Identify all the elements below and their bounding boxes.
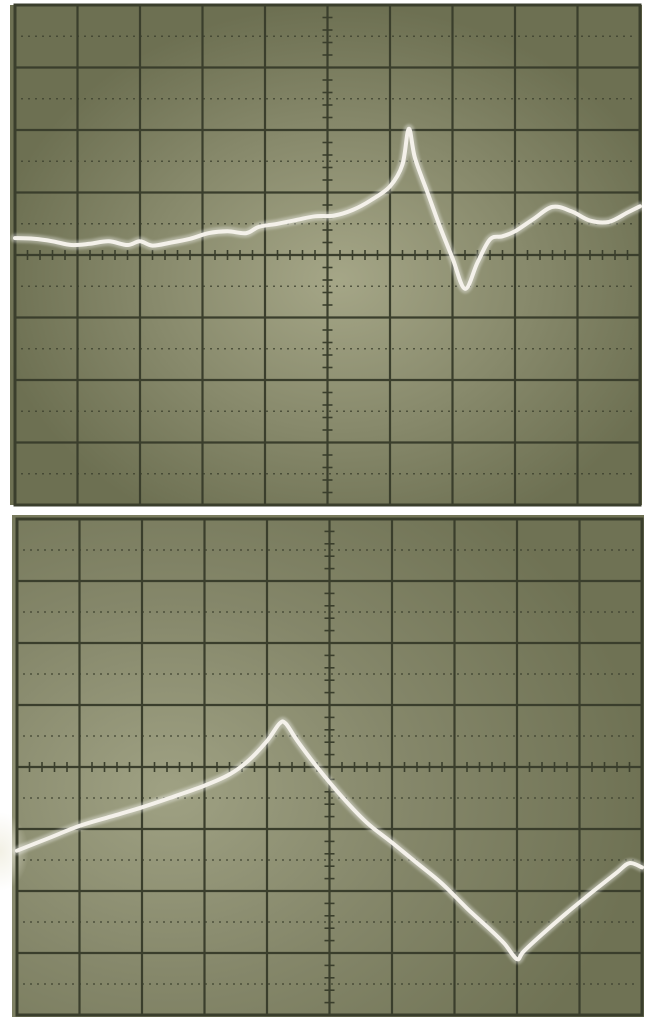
top-oscilloscope-screen	[10, 3, 645, 507]
bottom-oscilloscope-screen	[0, 515, 647, 1017]
bottom-oscilloscope-photo	[0, 513, 650, 1019]
graticule	[15, 517, 644, 1017]
waveform-line	[15, 719, 644, 962]
graticule-border	[15, 517, 644, 1017]
graticule-border	[13, 3, 642, 507]
top-oscilloscope-photo	[0, 0, 650, 508]
graticule	[13, 3, 642, 507]
waveform-trace	[10, 124, 645, 294]
waveform-trace	[12, 716, 647, 964]
waveform-line	[13, 126, 642, 291]
